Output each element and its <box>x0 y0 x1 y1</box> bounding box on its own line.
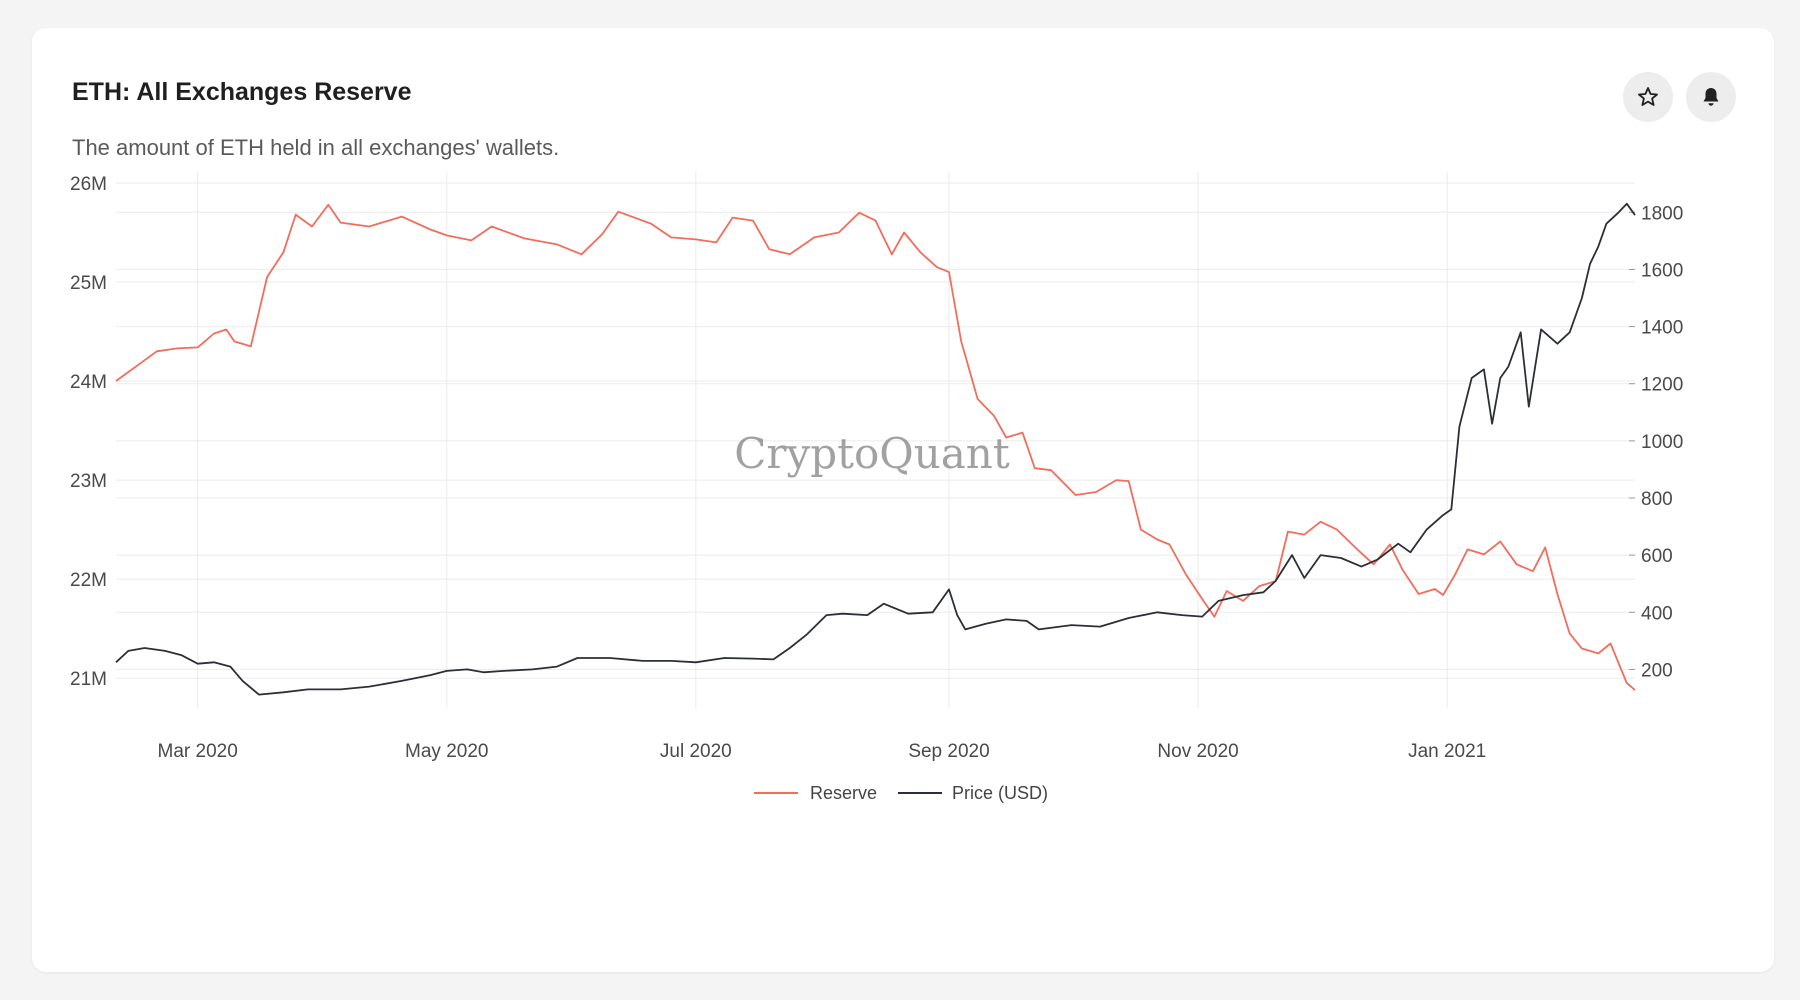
x-tick-label: Mar 2020 <box>158 741 238 762</box>
bell-icon <box>1703 88 1719 106</box>
x-tick-label: Nov 2020 <box>1157 741 1238 762</box>
grid-lines <box>116 172 1635 708</box>
star-icon <box>1638 87 1658 106</box>
x-tick-label: Sep 2020 <box>908 741 989 762</box>
y-right-tick-label: 600 <box>1641 546 1673 567</box>
y-right-tick-label: 800 <box>1641 489 1673 510</box>
y-right-tick-label: 1800 <box>1641 203 1683 224</box>
legend[interactable]: Reserve Price (USD) <box>754 783 1048 803</box>
y-right-tick-label: 200 <box>1641 660 1673 681</box>
y-right-tick-label: 1400 <box>1641 318 1683 339</box>
alert-button[interactable] <box>1686 72 1736 122</box>
y-left-tick-label: 25M <box>70 273 107 294</box>
left-y-axis-ticks: 21M 22M 23M 24M 25M 26M <box>70 174 107 690</box>
x-tick-label: Jul 2020 <box>660 741 732 762</box>
y-right-tick-label: 1000 <box>1641 432 1683 453</box>
line-chart: Mar 2020 May 2020 Jul 2020 Sep 2020 Nov 2020… <box>70 172 1683 803</box>
chart-subtitle: The amount of ETH held in all exchanges'… <box>72 135 560 160</box>
y-right-tick-label: 1200 <box>1641 375 1683 396</box>
chart-card: ETH: All Exchanges Reserve The amount of… <box>32 28 1774 972</box>
series-line-price <box>115 202 1636 696</box>
y-left-tick-label: 26M <box>70 174 107 195</box>
x-tick-label: Jan 2021 <box>1408 741 1486 762</box>
watermark: CryptoQuant <box>734 429 1010 478</box>
y-right-tick-label: 400 <box>1641 603 1673 624</box>
y-left-tick-label: 24M <box>70 372 107 393</box>
y-left-tick-label: 23M <box>70 471 107 492</box>
chart-title: ETH: All Exchanges Reserve <box>72 78 412 106</box>
x-axis-ticks: Mar 2020 May 2020 Jul 2020 Sep 2020 Nov 2020… <box>158 741 1487 762</box>
right-y-axis-ticks: 200 400 600 800 1000 1200 1400 1600 1800 <box>1629 203 1683 681</box>
legend-label-reserve: Reserve <box>810 783 877 803</box>
y-right-tick-label: 1600 <box>1641 260 1683 281</box>
series-lines <box>115 202 1636 696</box>
y-left-tick-label: 22M <box>70 570 107 591</box>
legend-label-price: Price (USD) <box>952 783 1048 803</box>
favorite-button[interactable] <box>1623 72 1673 122</box>
y-left-tick-label: 21M <box>70 669 107 690</box>
series-line-reserve <box>115 203 1636 691</box>
x-tick-label: May 2020 <box>405 741 488 762</box>
